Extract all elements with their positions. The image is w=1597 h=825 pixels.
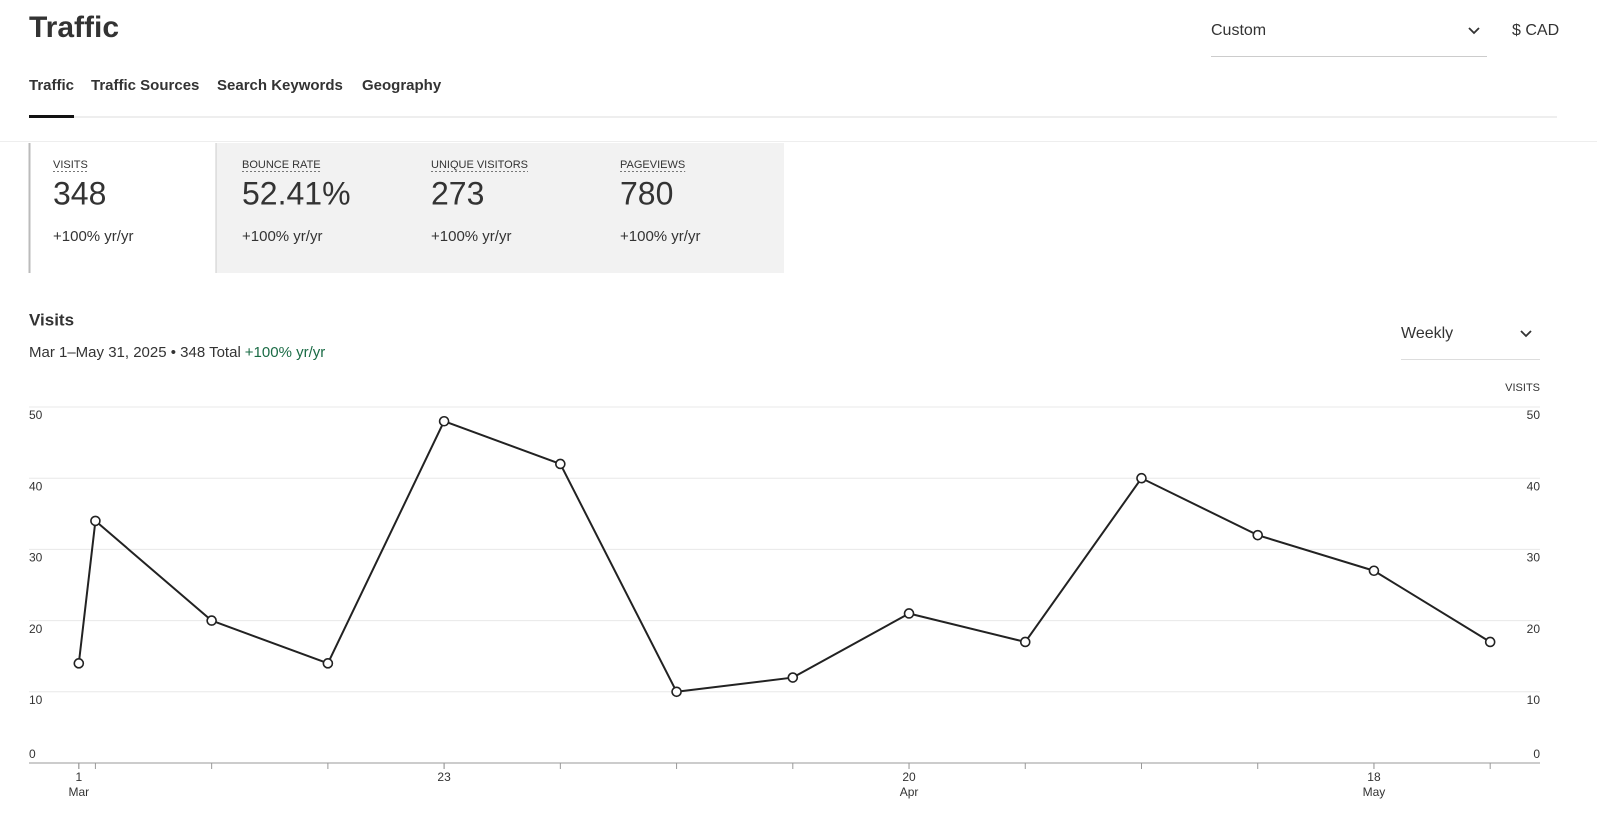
metric-label: UNIQUE VISITORS: [431, 159, 528, 171]
data-point[interactable]: [903, 608, 915, 619]
metric-card[interactable]: UNIQUE VISITORS 273 +100% yr/yr: [431, 159, 528, 245]
y-tick-label: 30: [29, 551, 43, 565]
y-tick-label: 50: [29, 408, 43, 422]
y-tick-label: 10: [29, 693, 43, 707]
chart-subtitle: Mar 1–May 31, 2025 • 348 Total +100% yr/y…: [29, 344, 325, 361]
y-tick-label: 40: [29, 479, 43, 493]
x-tick-month: Mar: [68, 785, 89, 799]
data-point[interactable]: [671, 686, 682, 698]
subtitle-change: +100% yr/yr: [245, 344, 325, 361]
select-value: Custom: [1211, 22, 1266, 39]
x-tick-label: 20: [902, 770, 916, 784]
data-point[interactable]: [787, 672, 799, 683]
x-tick-label: 1: [75, 770, 82, 784]
metric-background: [216, 143, 784, 273]
metric-card[interactable]: BOUNCE RATE 52.41% +100% yr/yr: [242, 159, 351, 245]
chart-title: Visits: [29, 310, 74, 329]
data-point[interactable]: [206, 615, 217, 626]
metric-change: +100% yr/yr: [620, 228, 700, 245]
metric-value: 780: [620, 175, 673, 211]
x-tick-month: May: [1363, 785, 1386, 799]
series-line: [77, 420, 1491, 693]
y2-axis-label: VISITS: [1505, 382, 1540, 394]
chevron: [1520, 330, 1532, 338]
tab-indicator: [29, 115, 75, 118]
y2-tick-label: 40: [1527, 479, 1541, 493]
metric-value: 273: [431, 175, 484, 211]
page-title: Traffic: [29, 11, 119, 44]
tab[interactable]: Geography: [362, 77, 442, 94]
y2-tick-label: 10: [1527, 693, 1541, 707]
tab[interactable]: Search Keywords: [217, 77, 343, 94]
x-tick-label: 23: [437, 770, 451, 784]
chevron: [1468, 27, 1480, 35]
interval-select[interactable]: Weekly: [1401, 325, 1540, 360]
tab[interactable]: Traffic: [29, 77, 74, 94]
tab[interactable]: Traffic Sources: [91, 77, 199, 94]
metric-label: VISITS: [53, 159, 88, 171]
y2-tick-label: 0: [1533, 747, 1540, 761]
y2-tick-label: 30: [1527, 551, 1541, 565]
data-point[interactable]: [1368, 565, 1380, 577]
metric-change: +100% yr/yr: [431, 228, 511, 245]
data-point[interactable]: [1252, 529, 1264, 541]
metric-value: 348: [53, 175, 106, 211]
data-point[interactable]: [1136, 472, 1147, 484]
metric-card[interactable]: PAGEVIEWS 780 +100% yr/yr: [620, 159, 700, 245]
data-point[interactable]: [90, 515, 101, 527]
currency[interactable]: $ CAD: [1512, 22, 1559, 39]
metric-change: +100% yr/yr: [242, 228, 322, 245]
metric-label: BOUNCE RATE: [242, 159, 321, 171]
data-point[interactable]: [1484, 636, 1496, 648]
data-point[interactable]: [1019, 636, 1031, 648]
y2-tick-label: 50: [1527, 408, 1541, 422]
select-value: Weekly: [1401, 325, 1453, 342]
date-range-select[interactable]: Custom: [1211, 22, 1487, 57]
metric-value: 52.41%: [242, 175, 351, 211]
metric-card[interactable]: VISITS 348 +100% yr/yr: [53, 159, 133, 245]
subtitle-text: Mar 1–May 31, 2025 • 348 Total: [29, 344, 241, 361]
y2-tick-label: 20: [1527, 622, 1541, 636]
data-point[interactable]: [555, 458, 566, 470]
data-point[interactable]: [322, 658, 334, 669]
x-tick-month: Apr: [900, 785, 919, 799]
y-tick-label: 20: [29, 622, 43, 636]
data-point[interactable]: [438, 415, 450, 427]
metric-change: +100% yr/yr: [53, 228, 133, 245]
y-tick-label: 0: [29, 747, 36, 761]
x-tick-label: 18: [1367, 770, 1381, 784]
metric-label: PAGEVIEWS: [620, 159, 685, 171]
data-point[interactable]: [73, 658, 85, 669]
